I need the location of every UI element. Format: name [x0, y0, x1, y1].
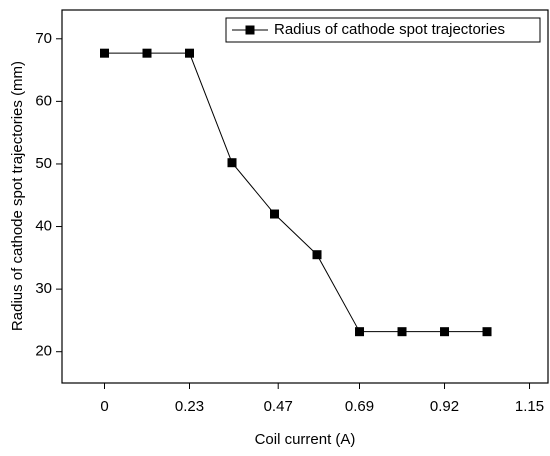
plot-frame [61, 9, 549, 384]
y-tick-label: 70 [35, 30, 52, 47]
y-tick-label: 30 [35, 280, 52, 297]
x-tick-label: 0.47 [264, 398, 293, 415]
legend-box [225, 17, 541, 43]
x-tick-label: 0.69 [345, 398, 374, 415]
x-axis-label: Coil current (A) [255, 431, 356, 448]
series-line [104, 52, 488, 333]
data-point [185, 48, 195, 58]
x-tick-label: 0 [100, 398, 108, 415]
data-point [440, 327, 450, 337]
y-tick-label: 50 [35, 155, 52, 172]
data-point [100, 48, 110, 58]
data-point [312, 250, 322, 260]
y-axis-label: Radius of cathode spot trajectories (mm) [9, 61, 26, 331]
x-tick-label: 0.92 [430, 398, 459, 415]
y-tick-label: 40 [35, 218, 52, 235]
data-point [355, 327, 365, 337]
legend-marker [245, 25, 255, 35]
data-point [270, 209, 280, 219]
y-tick-label: 60 [35, 92, 52, 109]
data-point [227, 158, 237, 168]
y-tick-label: 20 [35, 343, 52, 360]
x-tick-label: 1.15 [515, 398, 544, 415]
data-point [142, 48, 152, 58]
data-point [397, 327, 407, 337]
data-point [482, 327, 492, 337]
legend-label: Radius of cathode spot trajectories [274, 21, 505, 38]
x-tick-label: 0.23 [175, 398, 204, 415]
